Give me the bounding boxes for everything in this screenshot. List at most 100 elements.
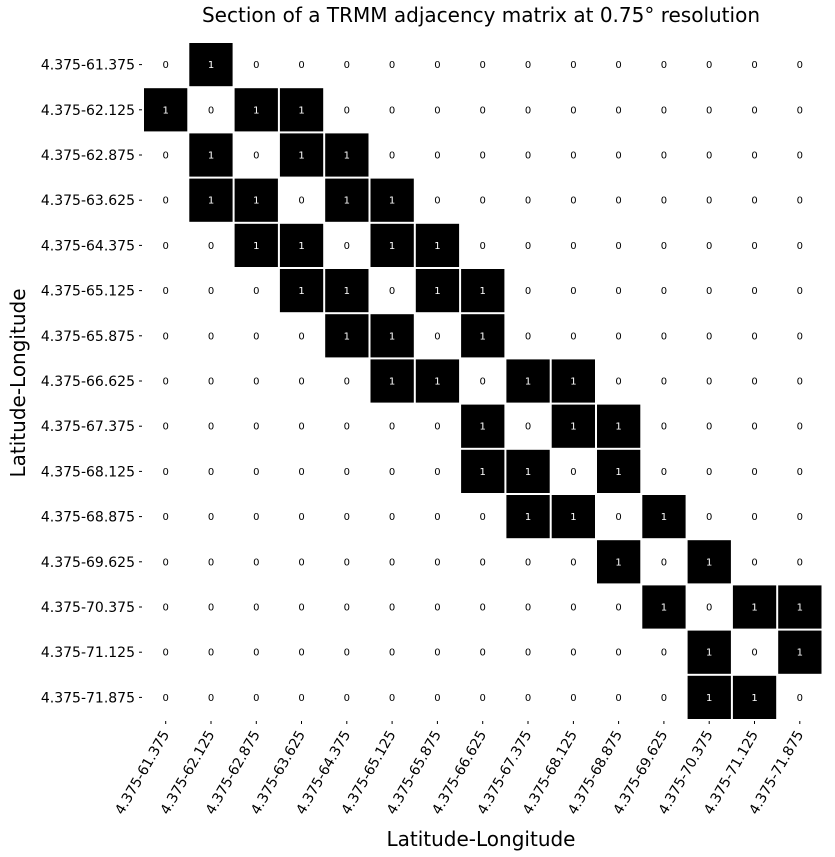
cell-value-label: 0 bbox=[615, 60, 621, 71]
cell-value-label: 0 bbox=[706, 151, 712, 162]
heatmap-cell-r7-c5 bbox=[370, 359, 414, 403]
cell-value-label: 0 bbox=[751, 105, 757, 116]
cell-value-label: 0 bbox=[253, 467, 259, 478]
cell-value-label: 0 bbox=[253, 648, 259, 659]
cell-value-label: 0 bbox=[208, 693, 214, 704]
cell-value-label: 1 bbox=[615, 467, 621, 478]
cell-value-label: 1 bbox=[208, 151, 214, 162]
cell-value-label: 0 bbox=[344, 105, 350, 116]
cell-value-label: 0 bbox=[661, 377, 667, 388]
heatmap-cell-r7-c9 bbox=[551, 359, 595, 403]
heatmap-cell-r6-c7 bbox=[461, 314, 505, 358]
cell-value-label: 0 bbox=[434, 557, 440, 568]
cell-value-label: 0 bbox=[797, 377, 803, 388]
cell-value-label: 0 bbox=[389, 60, 395, 71]
cell-value-label: 0 bbox=[751, 648, 757, 659]
cell-value-label: 0 bbox=[253, 557, 259, 568]
cell-value-label: 1 bbox=[751, 603, 757, 614]
cell-value-label: 0 bbox=[615, 286, 621, 297]
heatmap-cell-r6-c4 bbox=[325, 314, 369, 358]
cell-value-label: 0 bbox=[253, 377, 259, 388]
y-axis-title: Latitude-Longitude bbox=[6, 288, 30, 477]
cell-value-label: 1 bbox=[751, 693, 757, 704]
cell-value-label: 1 bbox=[344, 196, 350, 207]
cell-value-label: 0 bbox=[163, 648, 169, 659]
cell-value-label: 0 bbox=[208, 241, 214, 252]
cell-value-label: 0 bbox=[389, 151, 395, 162]
cell-value-label: 1 bbox=[298, 151, 304, 162]
heatmap-cell-r4-c5 bbox=[370, 223, 414, 267]
heatmap-cell-r5-c4 bbox=[325, 269, 369, 313]
cell-value-label: 0 bbox=[389, 603, 395, 614]
cell-value-label: 0 bbox=[434, 648, 440, 659]
heatmap-cell-r14-c13 bbox=[732, 675, 777, 719]
heatmap-cell-r3-c5 bbox=[370, 178, 414, 222]
cell-value-label: 1 bbox=[480, 286, 486, 297]
cell-value-label: 0 bbox=[434, 603, 440, 614]
cell-value-label: 0 bbox=[163, 557, 169, 568]
cell-value-label: 0 bbox=[706, 331, 712, 342]
cell-value-label: 0 bbox=[480, 512, 486, 523]
cell-value-label: 0 bbox=[661, 60, 667, 71]
cell-value-label: 0 bbox=[434, 467, 440, 478]
cell-value-label: 0 bbox=[797, 557, 803, 568]
cell-value-label: 1 bbox=[525, 377, 531, 388]
x-axis-title: Latitude-Longitude bbox=[386, 827, 575, 851]
cell-value-label: 0 bbox=[706, 196, 712, 207]
cell-value-label: 0 bbox=[661, 557, 667, 568]
y-tick-label: 4.375-71.125 bbox=[41, 645, 135, 661]
cell-value-label: 1 bbox=[525, 512, 531, 523]
heatmap-cell-r14-c12 bbox=[687, 675, 731, 719]
heatmap-cell-r10-c8 bbox=[506, 495, 550, 539]
cell-value-label: 1 bbox=[797, 603, 803, 614]
cell-value-label: 0 bbox=[480, 377, 486, 388]
cell-value-label: 0 bbox=[706, 422, 712, 433]
cell-value-label: 0 bbox=[797, 105, 803, 116]
cell-value-label: 0 bbox=[706, 512, 712, 523]
heatmap-cell-r5-c7 bbox=[461, 269, 505, 313]
cell-value-label: 0 bbox=[570, 151, 576, 162]
cell-value-label: 1 bbox=[615, 422, 621, 433]
cell-value-label: 0 bbox=[480, 151, 486, 162]
cell-value-label: 0 bbox=[615, 241, 621, 252]
cell-value-label: 0 bbox=[163, 467, 169, 478]
cell-value-label: 0 bbox=[525, 105, 531, 116]
heatmap-cell-r1-c2 bbox=[234, 88, 278, 132]
cell-value-label: 0 bbox=[525, 603, 531, 614]
cell-value-label: 0 bbox=[661, 286, 667, 297]
cell-value-label: 0 bbox=[797, 286, 803, 297]
cell-value-label: 0 bbox=[298, 422, 304, 433]
cell-value-label: 0 bbox=[661, 648, 667, 659]
cell-value-label: 0 bbox=[661, 422, 667, 433]
cell-value-label: 0 bbox=[298, 512, 304, 523]
cell-value-label: 0 bbox=[570, 693, 576, 704]
cell-value-label: 0 bbox=[570, 241, 576, 252]
cell-value-label: 0 bbox=[389, 512, 395, 523]
cell-value-label: 0 bbox=[661, 196, 667, 207]
cell-value-label: 0 bbox=[797, 422, 803, 433]
cell-value-label: 0 bbox=[570, 196, 576, 207]
cell-value-label: 1 bbox=[615, 557, 621, 568]
cell-value-label: 0 bbox=[706, 467, 712, 478]
cell-value-label: 0 bbox=[525, 151, 531, 162]
cell-value-label: 0 bbox=[298, 377, 304, 388]
cell-value-label: 0 bbox=[525, 60, 531, 71]
cell-value-label: 0 bbox=[706, 105, 712, 116]
cell-value-label: 0 bbox=[208, 286, 214, 297]
cell-value-label: 0 bbox=[570, 557, 576, 568]
cell-value-label: 1 bbox=[480, 331, 486, 342]
cell-value-label: 0 bbox=[163, 241, 169, 252]
cell-value-label: 0 bbox=[298, 603, 304, 614]
heatmap-cell-r3-c4 bbox=[325, 178, 369, 222]
y-tick-label: 4.375-66.625 bbox=[41, 374, 135, 390]
heatmap-cell-r1-c3 bbox=[279, 88, 324, 132]
cell-value-label: 0 bbox=[661, 241, 667, 252]
cell-value-label: 0 bbox=[163, 603, 169, 614]
cell-value-label: 0 bbox=[525, 557, 531, 568]
cell-value-label: 0 bbox=[480, 648, 486, 659]
cell-value-label: 0 bbox=[480, 603, 486, 614]
heatmap-cell-r7-c8 bbox=[506, 359, 550, 403]
cell-value-label: 0 bbox=[751, 60, 757, 71]
cell-value-label: 0 bbox=[208, 105, 214, 116]
cell-value-label: 0 bbox=[570, 105, 576, 116]
